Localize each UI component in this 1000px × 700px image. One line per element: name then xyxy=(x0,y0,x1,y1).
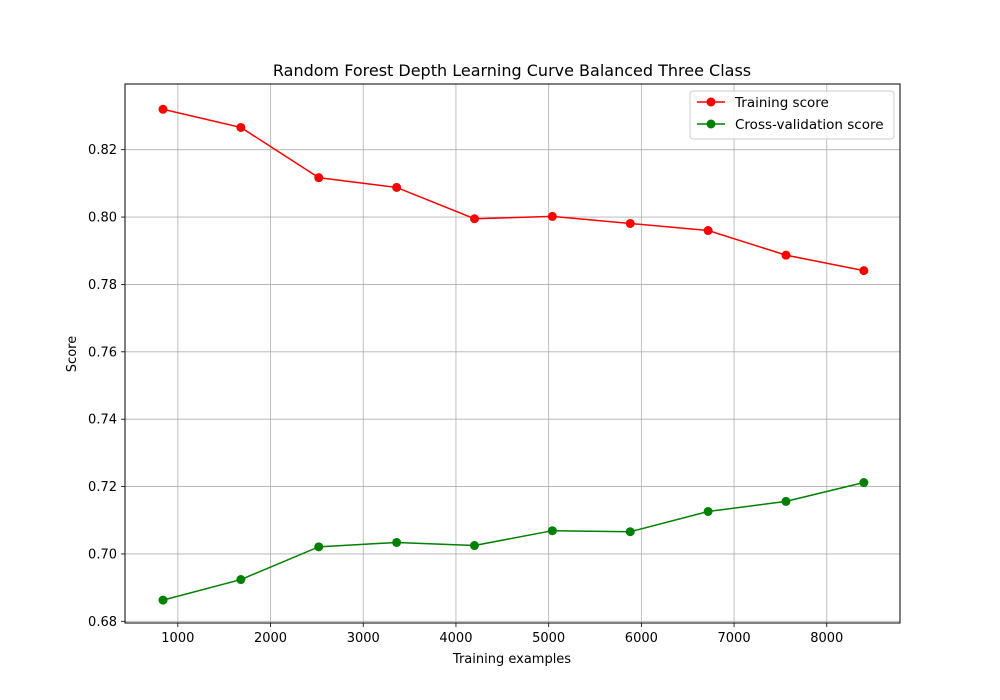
data-point-training xyxy=(469,214,479,224)
data-point-training xyxy=(781,250,791,260)
data-point-training xyxy=(158,104,168,114)
y-tick-label: 0.78 xyxy=(88,278,117,293)
y-axis-label: Score xyxy=(65,336,80,372)
legend-label-cv: Cross-validation score xyxy=(735,117,884,133)
data-point-cv xyxy=(469,541,479,551)
plot-frame xyxy=(124,83,901,624)
x-tick-label: 4000 xyxy=(439,631,472,646)
data-point-cv xyxy=(314,542,324,552)
data-point-cv xyxy=(547,526,557,536)
legend-marker-training xyxy=(706,97,716,107)
data-point-cv xyxy=(158,595,168,605)
legend-box xyxy=(689,90,895,140)
y-tick-label: 0.68 xyxy=(88,615,117,630)
data-point-cv xyxy=(781,496,791,506)
x-tick-label: 1000 xyxy=(161,631,194,646)
data-point-training xyxy=(392,182,402,192)
x-tick-label: 3000 xyxy=(347,631,380,646)
y-tick-label: 0.76 xyxy=(88,345,117,360)
x-tick-label: 7000 xyxy=(718,631,751,646)
data-point-training xyxy=(703,226,713,236)
y-tick-label: 0.70 xyxy=(88,547,117,562)
legend: Training score Cross-validation score xyxy=(689,90,895,140)
series-line-cv xyxy=(162,481,865,601)
x-axis-label: Training examples xyxy=(452,652,571,667)
data-point-cv xyxy=(236,575,246,585)
series-group xyxy=(158,104,869,605)
y-tick-label: 0.72 xyxy=(88,480,117,495)
legend-marker-cv xyxy=(706,119,716,129)
series-line-training xyxy=(162,108,864,272)
plot-area xyxy=(125,84,900,623)
data-point-training xyxy=(547,211,557,221)
y-tick-label: 0.82 xyxy=(88,143,117,158)
y-tick-label: 0.80 xyxy=(88,211,117,226)
x-tick-label: 2000 xyxy=(254,631,287,646)
data-point-training xyxy=(625,218,635,228)
data-point-training xyxy=(236,122,246,132)
chart-title: Random Forest Depth Learning Curve Balan… xyxy=(273,61,751,80)
data-point-cv xyxy=(392,537,402,547)
legend-label-training: Training score xyxy=(734,95,829,111)
data-point-training xyxy=(859,266,869,276)
data-point-cv xyxy=(625,527,635,537)
data-point-training xyxy=(314,173,324,183)
y-tick-label: 0.74 xyxy=(88,413,117,428)
x-tick-label: 6000 xyxy=(625,631,658,646)
data-point-cv xyxy=(859,478,869,488)
axis-ticks: 1000 2000 3000 4000 5000 6000 7000 8000 0.68 0.70… xyxy=(88,143,843,646)
x-tick-label: 8000 xyxy=(810,631,843,646)
x-tick-label: 5000 xyxy=(532,631,565,646)
data-point-cv xyxy=(703,506,713,516)
